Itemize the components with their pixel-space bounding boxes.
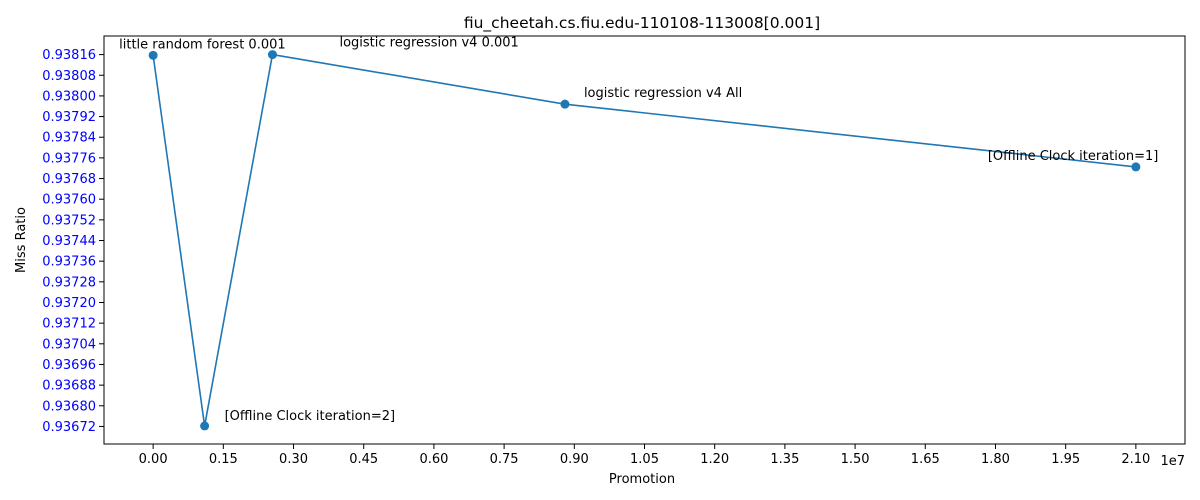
- series-line: [152, 53, 1136, 427]
- point-annotation: logistic regression v4 0.001: [339, 36, 518, 51]
- x-tick-label: 1.65: [911, 452, 940, 467]
- point-annotation: little random forest 0.001: [119, 37, 286, 52]
- y-tick-label: 0.93712: [42, 317, 96, 332]
- x-axis-offset-label: 1e7: [1160, 454, 1185, 469]
- y-tick-label: 0.93792: [42, 110, 96, 125]
- x-tick-label: 0.15: [209, 452, 238, 467]
- x-tick-label: 0.30: [279, 452, 308, 467]
- x-tick-label: 2.10: [1121, 452, 1150, 467]
- x-tick-label: 0.75: [490, 452, 519, 467]
- y-tick-label: 0.93672: [42, 420, 96, 435]
- x-tick-label: 1.20: [700, 452, 729, 467]
- point-annotation: [Offline Clock iteration=2]: [225, 409, 395, 424]
- x-tick-label: 0.00: [139, 452, 168, 467]
- y-axis: 0.93672 0.93680 0.93688 0.93696 0.93704 0.937…: [42, 48, 104, 435]
- y-tick-label: 0.93768: [42, 172, 96, 187]
- y-tick-label: 0.93728: [42, 275, 96, 290]
- y-tick-label: 0.93704: [42, 337, 96, 352]
- x-tick-label: 1.95: [1051, 452, 1080, 467]
- x-axis-label: Promotion: [609, 472, 675, 487]
- y-tick-label: 0.93688: [42, 379, 96, 394]
- y-tick-label: 0.93800: [42, 89, 96, 104]
- x-tick-label: 0.45: [349, 452, 378, 467]
- x-tick-label: 1.35: [770, 452, 799, 467]
- y-tick-label: 0.93784: [42, 131, 96, 146]
- y-axis-label: Miss Ratio: [14, 207, 29, 273]
- x-axis: 0.00 0.15 0.30 0.45 0.60 0.75 0.90 1.05 1.20 1.35…: [139, 444, 1150, 467]
- y-tick-label: 0.93696: [42, 358, 96, 373]
- y-tick-label: 0.93760: [42, 193, 96, 208]
- data-point: [148, 50, 158, 60]
- point-annotation: logistic regression v4 All: [584, 86, 742, 101]
- data-point: [200, 421, 210, 431]
- point-annotation: [Offline Clock iteration=1]: [988, 149, 1158, 164]
- y-tick-label: 0.93808: [42, 69, 96, 84]
- data-point: [560, 99, 570, 109]
- y-tick-label: 0.93680: [42, 399, 96, 414]
- y-tick-label: 0.93720: [42, 296, 96, 311]
- y-tick-label: 0.93816: [42, 48, 96, 63]
- chart-title: fiu_cheetah.cs.fiu.edu-110108-113008[0.0…: [464, 14, 820, 33]
- y-tick-label: 0.93744: [42, 234, 96, 249]
- y-tick-label: 0.93776: [42, 151, 96, 166]
- x-tick-label: 0.90: [560, 452, 589, 467]
- series-layer: [148, 50, 1141, 431]
- data-point: [1131, 162, 1141, 172]
- x-tick-label: 1.50: [841, 452, 870, 467]
- x-tick-label: 0.60: [419, 452, 448, 467]
- x-tick-label: 1.80: [981, 452, 1010, 467]
- data-point: [267, 50, 277, 60]
- y-tick-label: 0.93752: [42, 213, 96, 228]
- x-tick-label: 1.05: [630, 452, 659, 467]
- point-annotations: little random forest 0.001 [Offline Clock…: [119, 36, 1158, 424]
- y-tick-label: 0.93736: [42, 255, 96, 270]
